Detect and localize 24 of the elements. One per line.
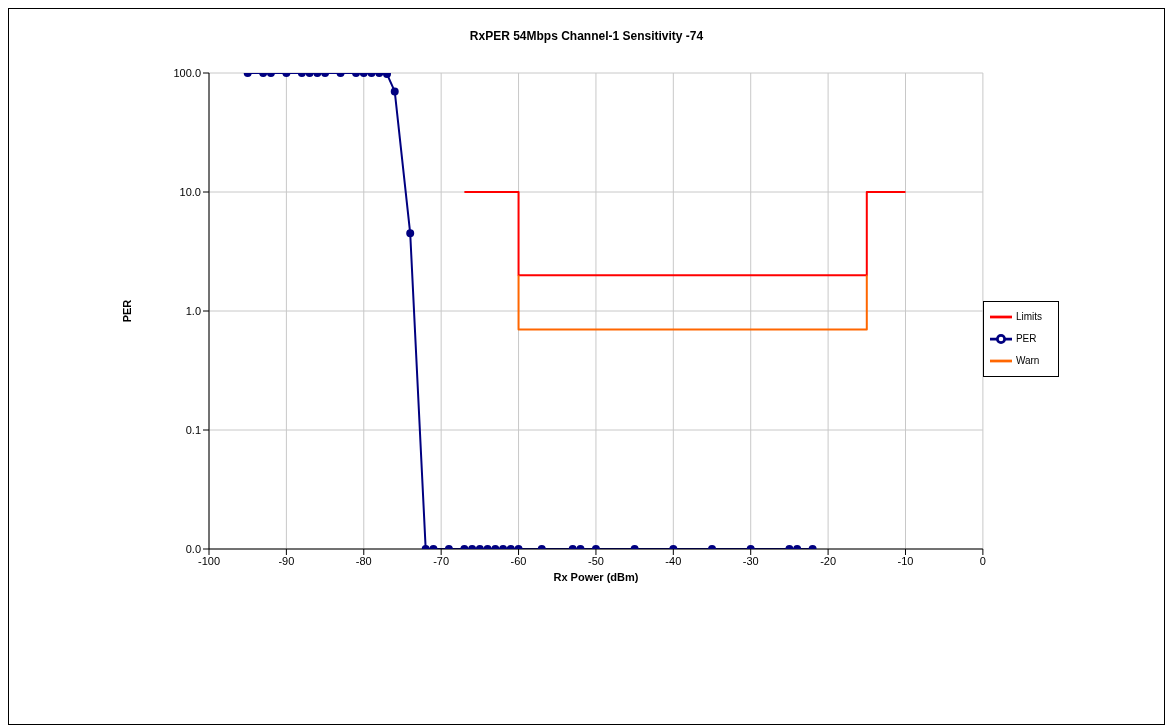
- legend-label: PER: [1015, 332, 1037, 344]
- point: [406, 229, 415, 238]
- x-axis-title: Rx Power (dBm): [553, 571, 639, 583]
- legend-label: Warn: [1015, 354, 1040, 366]
- legend-label: Limits: [1015, 310, 1042, 322]
- x-tick-label: 0: [979, 554, 986, 567]
- y-tick-label: 0.0: [185, 542, 201, 555]
- x-tick-label: -100: [197, 554, 221, 567]
- x-tick-label: -80: [355, 554, 372, 567]
- x-tick-label: -50: [587, 554, 604, 567]
- chart-title: RxPER 54Mbps Channel-1 Sensitivity -74: [468, 28, 705, 45]
- point: [390, 87, 399, 96]
- x-tick-label: -30: [742, 554, 759, 567]
- y-axis-title: PER: [120, 299, 133, 323]
- y-tick-label: 1.0: [185, 304, 201, 317]
- y-tick-label: 0.1: [185, 423, 201, 436]
- y-tick-label: 100.0: [173, 66, 201, 79]
- x-tick-label: -70: [433, 554, 450, 567]
- x-tick-label: -90: [278, 554, 295, 567]
- y-tick-label: 10.0: [179, 185, 201, 198]
- x-tick-label: -10: [897, 554, 914, 567]
- x-tick-label: -40: [665, 554, 682, 567]
- x-tick-label: -20: [820, 554, 837, 567]
- x-tick-label: -60: [510, 554, 527, 567]
